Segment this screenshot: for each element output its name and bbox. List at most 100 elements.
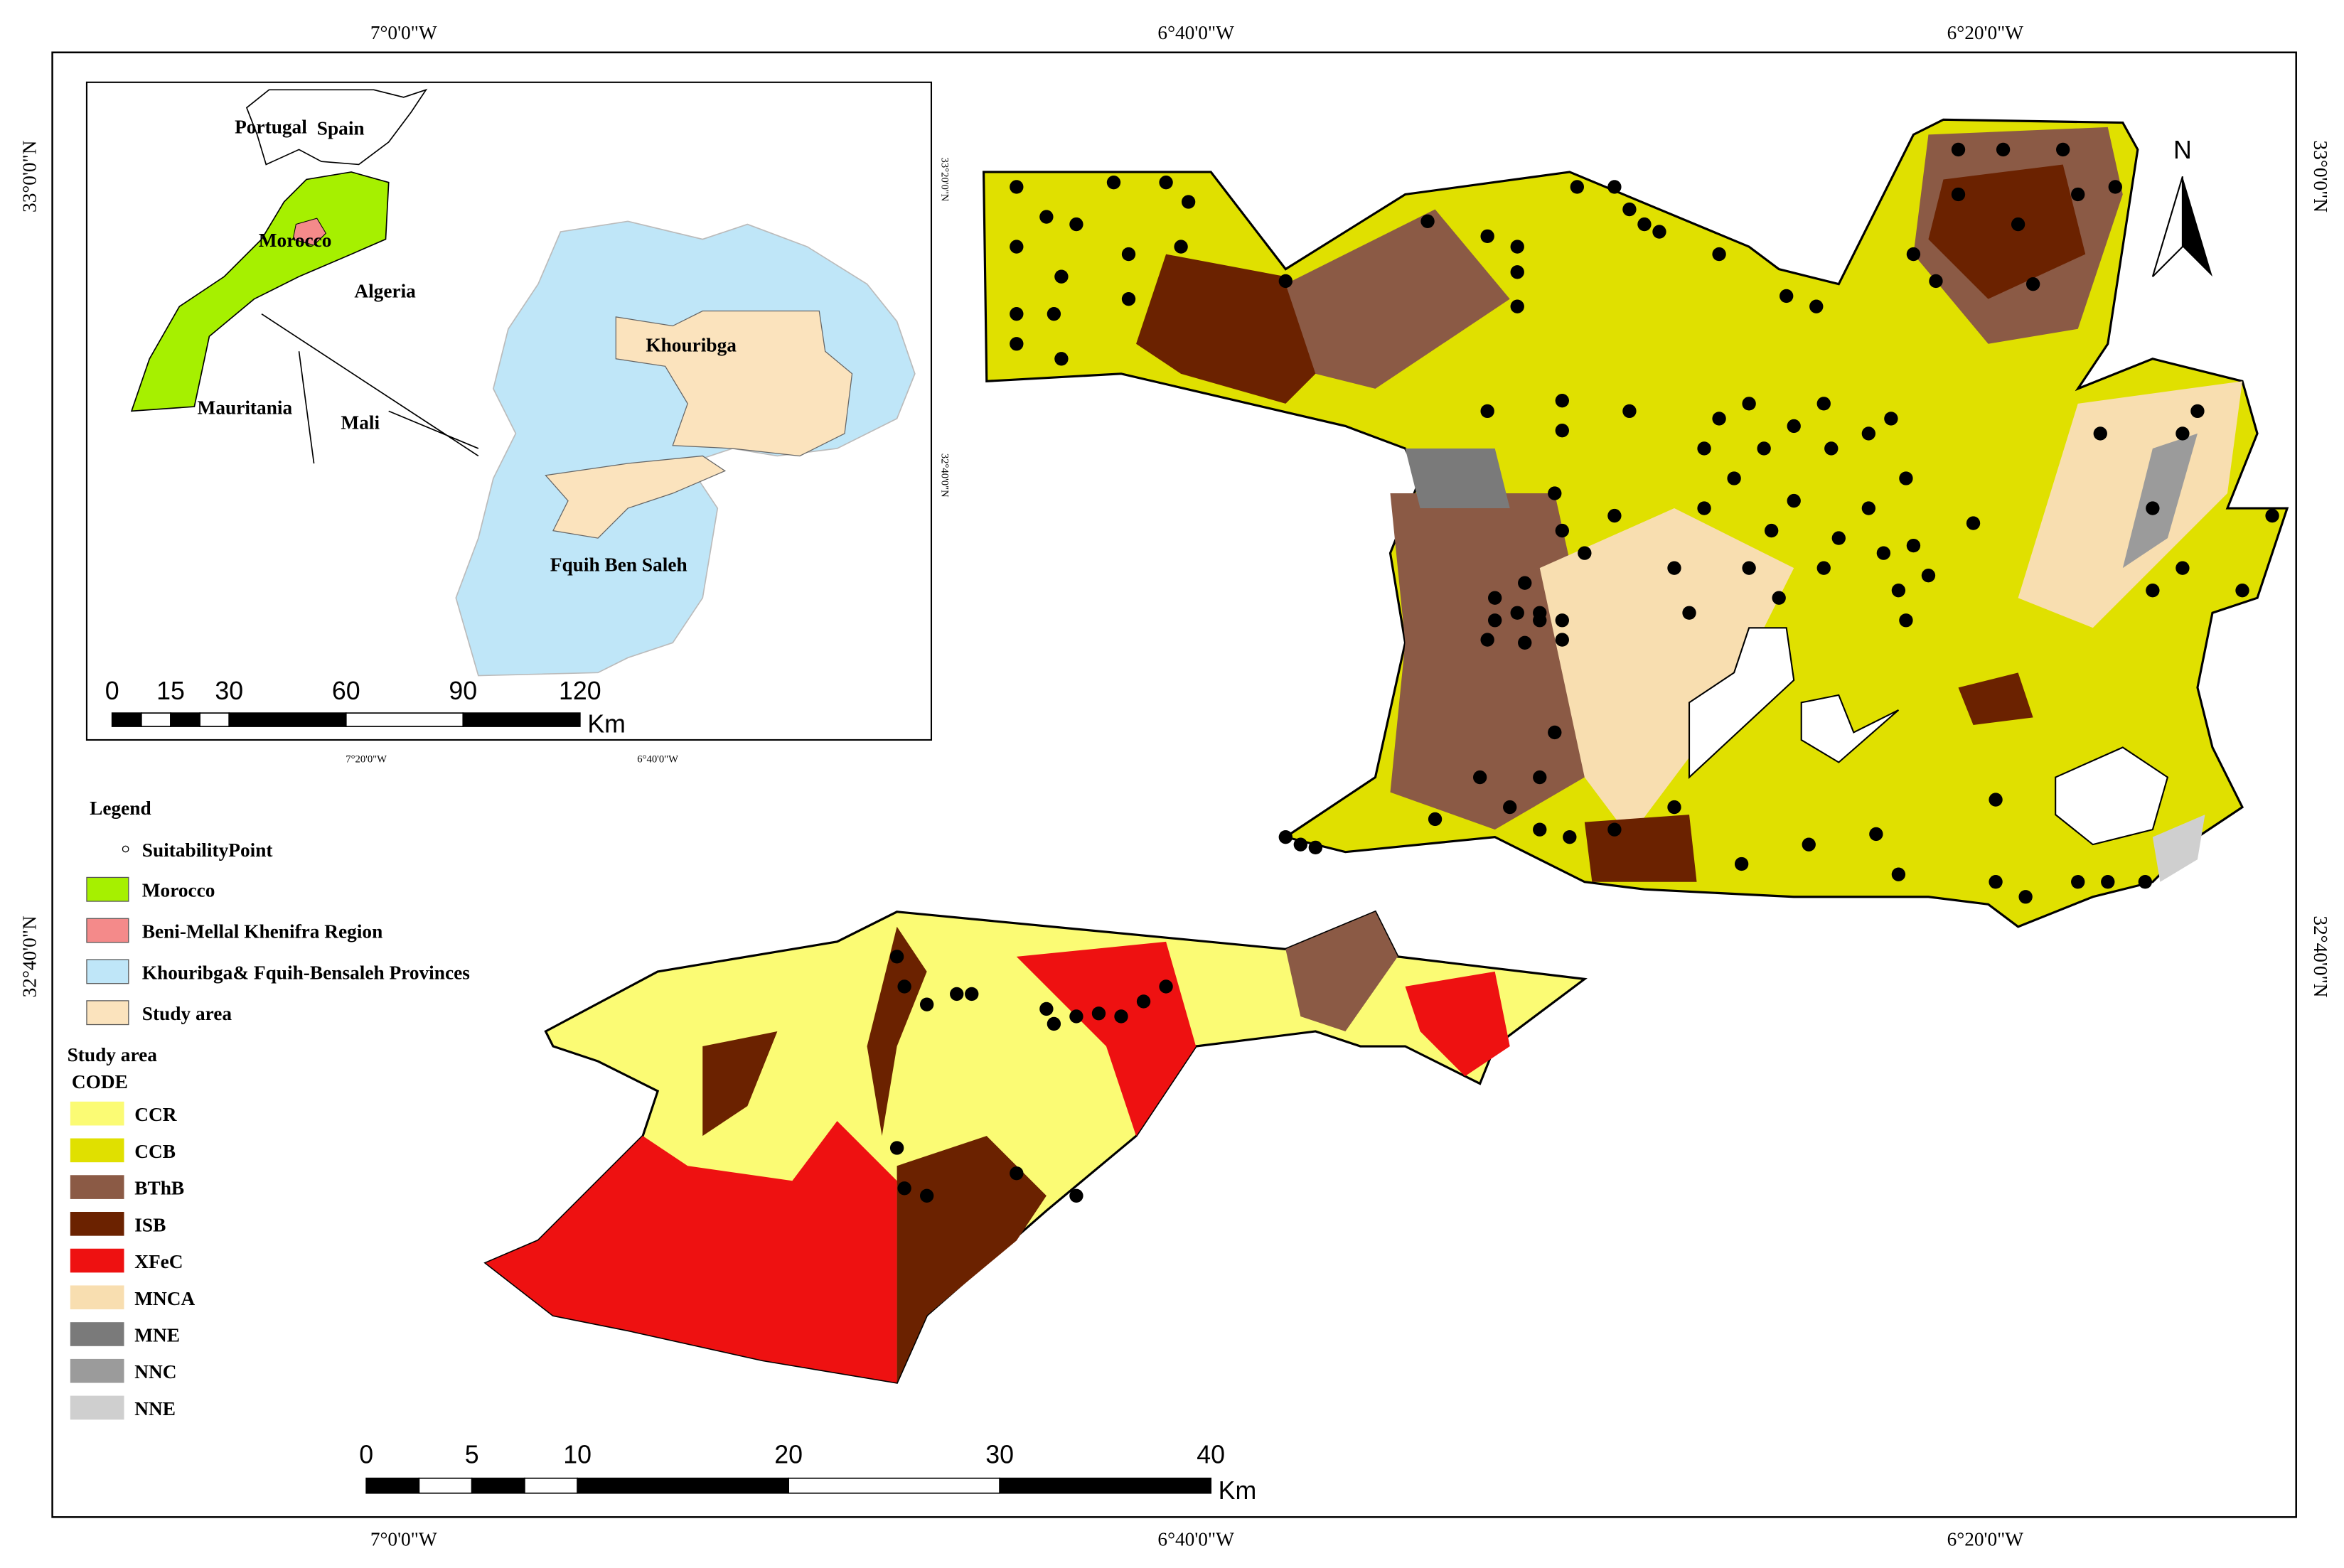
lon-label: 7°0'0"W [370, 22, 437, 43]
lon-label: 6°20'0"W [1947, 22, 2024, 43]
suitability-point [1555, 424, 1569, 438]
study-fbs [545, 455, 727, 539]
inset-labels: Portugal Spain Morocco Algeria Mauritani… [198, 116, 737, 575]
suitability-point [1480, 404, 1494, 419]
scale-unit: Km [587, 709, 626, 738]
suitability-point [1488, 591, 1502, 605]
suitability-point [1503, 800, 1517, 815]
suitability-point [1293, 837, 1308, 852]
bthb-zone [1285, 209, 1510, 389]
suitability-point [889, 1141, 904, 1155]
frame [51, 51, 2297, 1518]
suitability-point [1899, 613, 1913, 628]
suitability-point [1772, 591, 1786, 605]
suitability-point [2101, 875, 2115, 889]
legend-label: MNE [134, 1325, 180, 1346]
north-label: N [2173, 136, 2192, 164]
legend-swatch [86, 1000, 129, 1026]
suitability-point [1652, 225, 1666, 239]
suitability-point [1824, 441, 1839, 456]
suitability-point [2176, 426, 2190, 441]
suitability-point [1533, 770, 1547, 785]
suitability-point [1533, 613, 1547, 628]
mne-zone [1405, 448, 1510, 509]
lon-label: 6°40'0"W [1157, 1528, 1234, 1550]
suitability-point [1637, 217, 1652, 232]
suitability-point [1607, 822, 1622, 837]
legend-title: Legend [90, 798, 151, 819]
suitability-point [1891, 584, 1906, 598]
study-khouribga [615, 310, 853, 457]
suitability-point [1682, 606, 1696, 620]
suitability-point [1802, 837, 1816, 852]
legend-swatch [86, 876, 129, 902]
suitability-point [2071, 187, 2085, 202]
suitability-point [1809, 299, 1824, 313]
suitability-point [1010, 337, 1024, 351]
legend-swatch [70, 1322, 124, 1346]
lon-label: 6°20'0"W [1947, 1528, 2024, 1550]
suitability-point [1884, 412, 1898, 426]
nne-zone [2152, 815, 2205, 882]
suitability-point [1518, 576, 1532, 590]
suitability-point [1039, 210, 1054, 224]
suitability-point [897, 979, 911, 994]
xfec-zone [1405, 971, 1510, 1077]
legend-label: NNE [134, 1398, 176, 1419]
scale-segment [140, 712, 171, 727]
suitability-point [1010, 307, 1024, 321]
scale-label: 15 [156, 677, 185, 705]
suitability-point [1861, 426, 1876, 441]
suitability-point [1563, 829, 1577, 844]
suitability-point [1555, 613, 1569, 628]
suitability-point [2265, 508, 2279, 523]
suitability-point [1548, 725, 1562, 740]
bthb-zone [1285, 911, 1398, 1031]
suitability-point [1555, 633, 1569, 647]
legend-swatch [70, 1395, 124, 1420]
scale-segment [577, 1477, 790, 1494]
legend-swatch [70, 1211, 124, 1236]
country-label: Mauritania [198, 397, 293, 419]
suitability-point [2108, 180, 2122, 194]
scale-segment [199, 712, 230, 727]
lon-label: 7°0'0"W [370, 1528, 437, 1550]
south-study-area [483, 910, 1588, 1384]
scale-bar: 0 5 10 20 30 40 Km [359, 1441, 1256, 1505]
suitability-point [1091, 1006, 1106, 1021]
inset-map: Portugal Spain Morocco Algeria Mauritani… [85, 81, 951, 766]
scale-label: 10 [563, 1441, 592, 1469]
country-label: Mali [341, 412, 380, 434]
scale-label: 5 [465, 1441, 479, 1469]
suitability-point [1951, 187, 1966, 202]
suitability-point [1906, 538, 1921, 553]
suitability-point [1607, 180, 1622, 194]
suitability-point [1876, 546, 1891, 560]
suitability-point [1121, 247, 1136, 262]
borders [261, 313, 479, 464]
suitability-point [1054, 352, 1069, 366]
scale-segment [462, 712, 581, 727]
isb-zone [897, 1136, 1047, 1383]
suitability-point [1787, 493, 1801, 508]
legend-swatch [70, 1101, 124, 1126]
suitability-point [1480, 229, 1494, 244]
suitability-point [1054, 269, 1069, 284]
suitability-point [1136, 994, 1151, 1009]
xfec-zone [1016, 941, 1197, 1137]
suitability-point [919, 997, 934, 1011]
scale-label: 30 [215, 677, 243, 705]
suitability-point [1622, 202, 1637, 217]
scale-label: 30 [985, 1441, 1014, 1469]
suitability-point [2071, 875, 2085, 889]
suitability-point [950, 987, 964, 1002]
suitability-point [1712, 247, 1726, 262]
legend-swatch [70, 1358, 124, 1383]
province-label: Fquih Ben Saleh [550, 554, 687, 575]
legend-label: CCR [134, 1104, 176, 1125]
suitability-point [1420, 214, 1435, 229]
bthb-zone [1390, 493, 1585, 830]
suitability-point [1069, 1188, 1083, 1203]
isb-zone [1584, 815, 1697, 882]
inset-lon-label: 7°20'0"W [346, 754, 387, 766]
